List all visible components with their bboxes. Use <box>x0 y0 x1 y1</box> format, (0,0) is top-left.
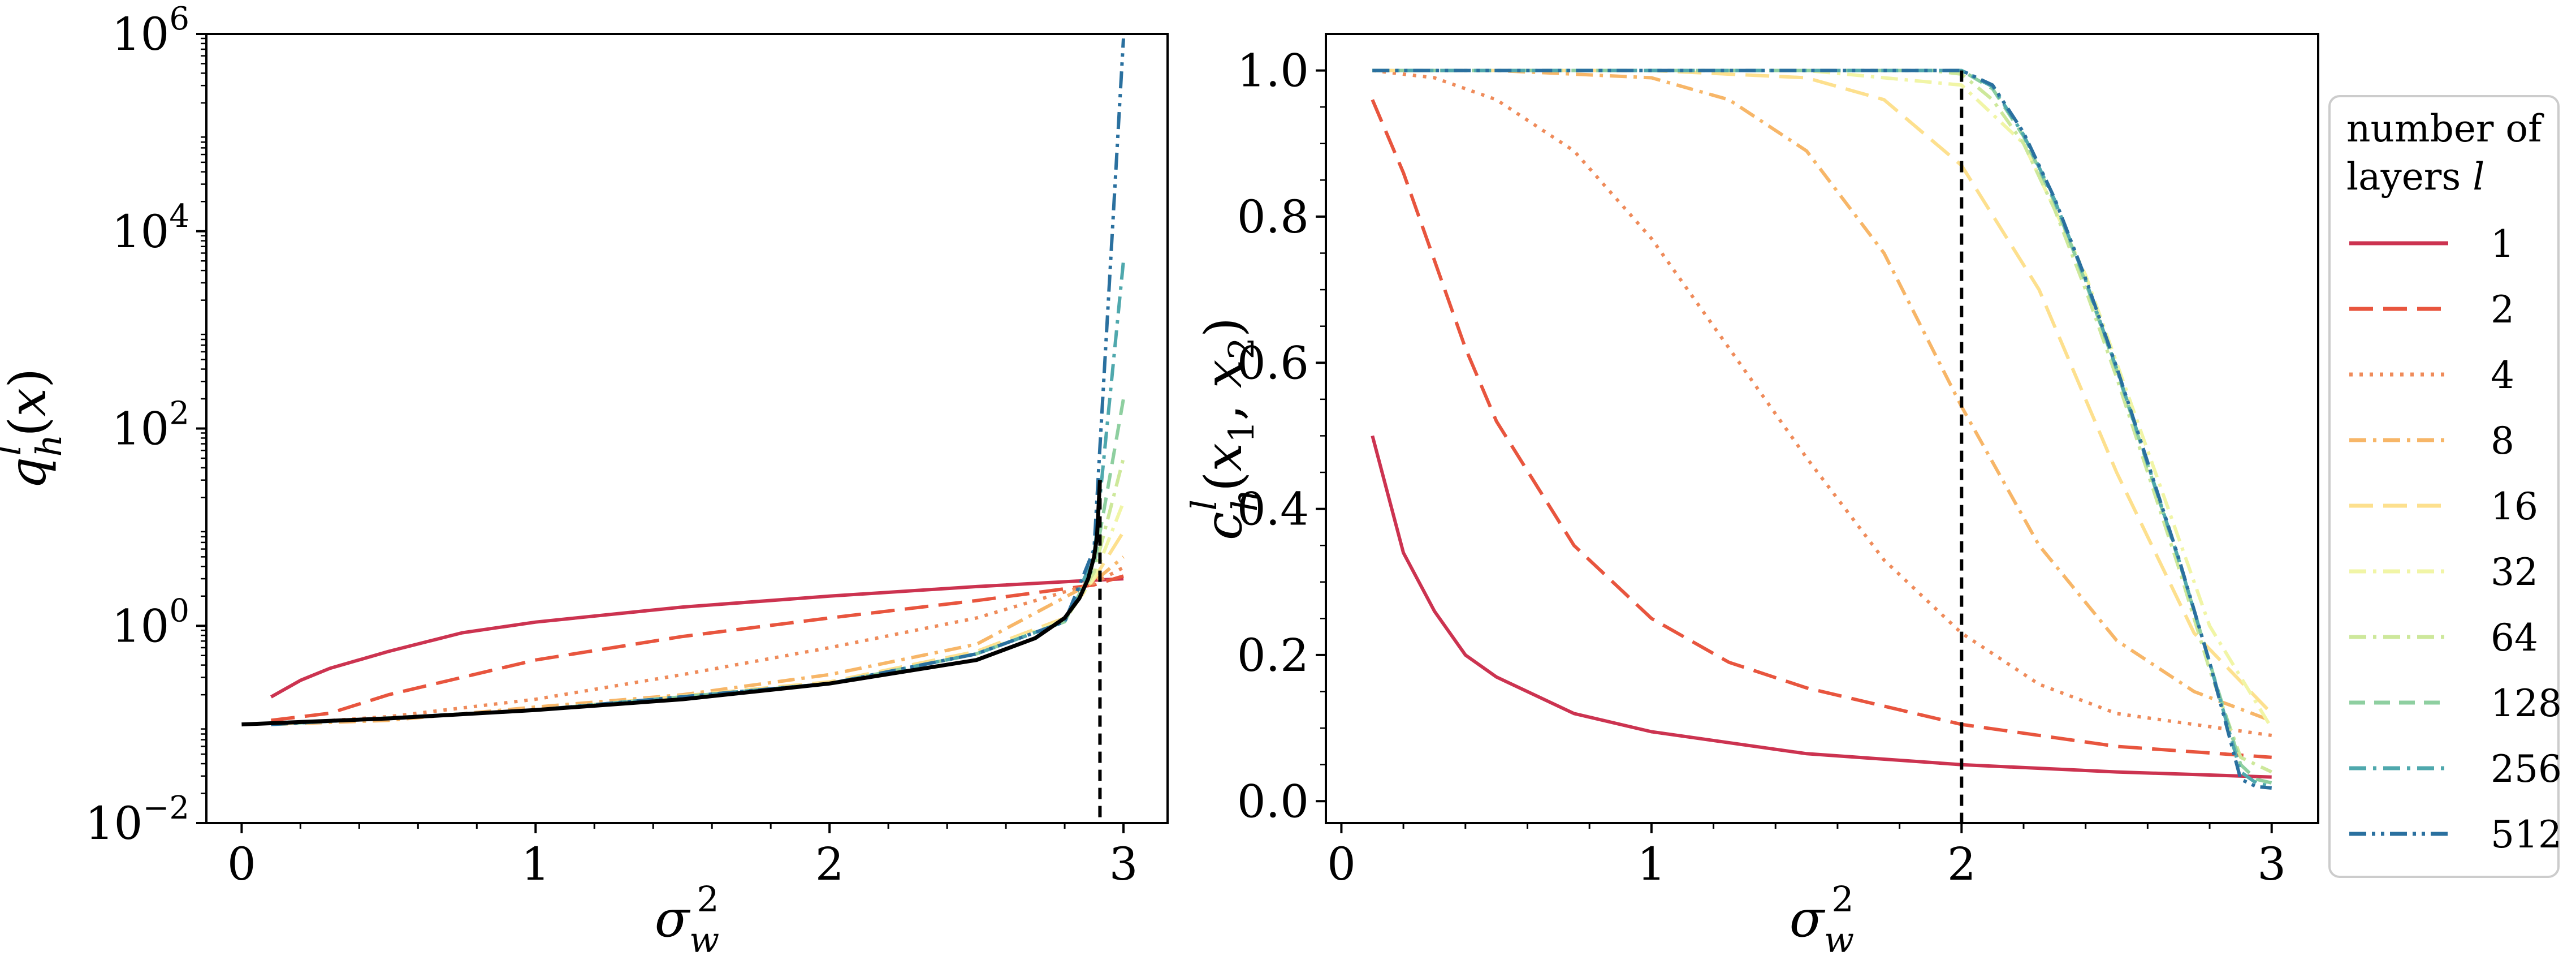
right-y-tick-label: 0.8 <box>1237 191 1309 243</box>
legend-label-256: 256 <box>2491 747 2562 791</box>
right-y-tick-label: 1.0 <box>1237 45 1309 97</box>
left-axes-frame <box>205 33 1169 824</box>
right-x-tick-label: 1 <box>1637 838 1666 890</box>
right-series-4 <box>1372 68 2272 737</box>
right-x-tick-label: 3 <box>2257 838 2286 890</box>
right-series-group <box>1371 68 2274 790</box>
legend-box <box>2328 95 2560 878</box>
left-series-512 <box>271 38 1125 726</box>
left-series-4 <box>271 566 1125 726</box>
left-panel: 0 1 2 3 10−2 100 102 104 106 σw2 qhl(x) <box>0 1 1169 961</box>
legend-label-32: 32 <box>2491 550 2538 594</box>
legend-label-64: 64 <box>2491 616 2538 660</box>
left-x-tick-label: 0 <box>227 838 256 890</box>
left-series-limit <box>241 480 1102 727</box>
legend-title-line2: layers l <box>2346 155 2484 199</box>
right-series-2 <box>1371 99 2272 759</box>
right-y-tick-label: 0.2 <box>1237 629 1309 682</box>
right-axes-frame <box>1325 33 2319 824</box>
left-x-axis-label: σw2 <box>655 879 720 961</box>
right-series-1 <box>1371 435 2272 779</box>
legend-label-1: 1 <box>2491 222 2514 266</box>
left-series-32 <box>271 501 1125 726</box>
left-y-ticks: 10−2 100 102 104 106 <box>85 1 206 850</box>
legend-label-8: 8 <box>2491 419 2514 463</box>
right-y-tick-label: 0.0 <box>1237 775 1309 828</box>
legend-label-128: 128 <box>2491 682 2562 725</box>
left-series-1 <box>270 577 1124 699</box>
right-series-256 <box>1372 68 2272 789</box>
left-y-tick-label: 100 <box>112 592 189 652</box>
legend: number of layers l 1 2 4 8 16 32 64 128 256 512 <box>2328 95 2562 878</box>
legend-label-512: 512 <box>2491 813 2562 856</box>
right-y-axis-label: chl(x1, x2) <box>1183 317 1265 540</box>
legend-title-line1: number of <box>2346 107 2544 150</box>
legend-label-16: 16 <box>2491 485 2538 528</box>
left-y-tick-label: 102 <box>112 395 189 455</box>
right-x-ticks: 0 1 2 3 <box>1327 823 2286 890</box>
right-y-tick-label: 0.4 <box>1237 483 1309 536</box>
right-x-axis-label: σw2 <box>1790 879 1855 961</box>
left-y-axis-label: qhl(x) <box>0 368 70 489</box>
left-series-2 <box>271 574 1124 722</box>
right-series-512 <box>1372 68 2272 790</box>
legend-label-4: 4 <box>2491 354 2514 397</box>
left-x-tick-label: 2 <box>815 838 844 890</box>
right-x-tick-label: 0 <box>1327 838 1356 890</box>
left-series-128 <box>271 398 1125 726</box>
left-series-64 <box>271 458 1125 726</box>
left-x-tick-label: 3 <box>1109 838 1138 890</box>
legend-label-2: 2 <box>2491 288 2514 331</box>
left-y-tick-label: 10−2 <box>85 790 189 850</box>
left-x-tick-label: 1 <box>521 838 550 890</box>
right-x-tick-label: 2 <box>1947 838 1976 890</box>
legend-entries: 1 2 4 8 16 32 64 128 256 512 <box>2349 222 2562 856</box>
right-series-16 <box>1372 68 2273 715</box>
left-series-group <box>241 38 1125 727</box>
right-panel: 0 1 2 3 0.0 0.2 0.4 0.6 0.8 1.0 σw2 chl(x1, x2) <box>1183 33 2319 961</box>
left-x-ticks: 0 1 2 3 <box>227 823 1138 890</box>
right-y-ticks: 0.0 0.2 0.4 0.6 0.8 1.0 <box>1237 45 1326 828</box>
left-y-tick-label: 106 <box>112 1 189 61</box>
right-series-8 <box>1372 68 2272 723</box>
right-y-tick-label: 0.6 <box>1237 337 1309 389</box>
left-y-tick-label: 104 <box>112 198 189 258</box>
